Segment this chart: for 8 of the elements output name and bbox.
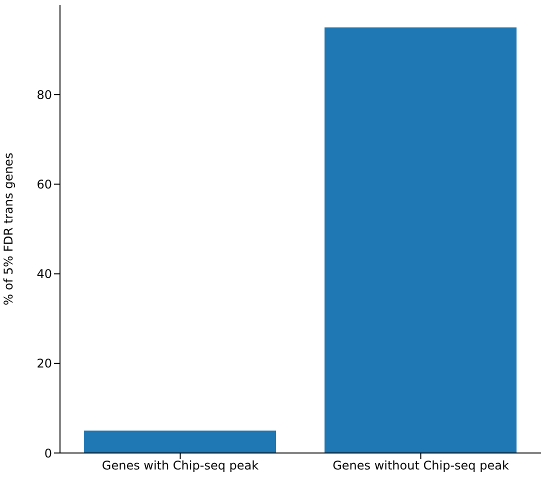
y-tick-label: 60 bbox=[36, 177, 52, 192]
y-tick-label: 80 bbox=[36, 88, 52, 102]
y-tick-label: 40 bbox=[36, 267, 52, 282]
y-tick-label: 20 bbox=[36, 356, 52, 371]
x-tick-label: Genes without Chip-seq peak bbox=[332, 458, 509, 473]
y-axis-title: % of 5% FDR trans genes bbox=[1, 152, 16, 306]
y-tick-label: 0 bbox=[44, 446, 52, 460]
x-tick-label: Genes with Chip-seq peak bbox=[102, 458, 259, 473]
